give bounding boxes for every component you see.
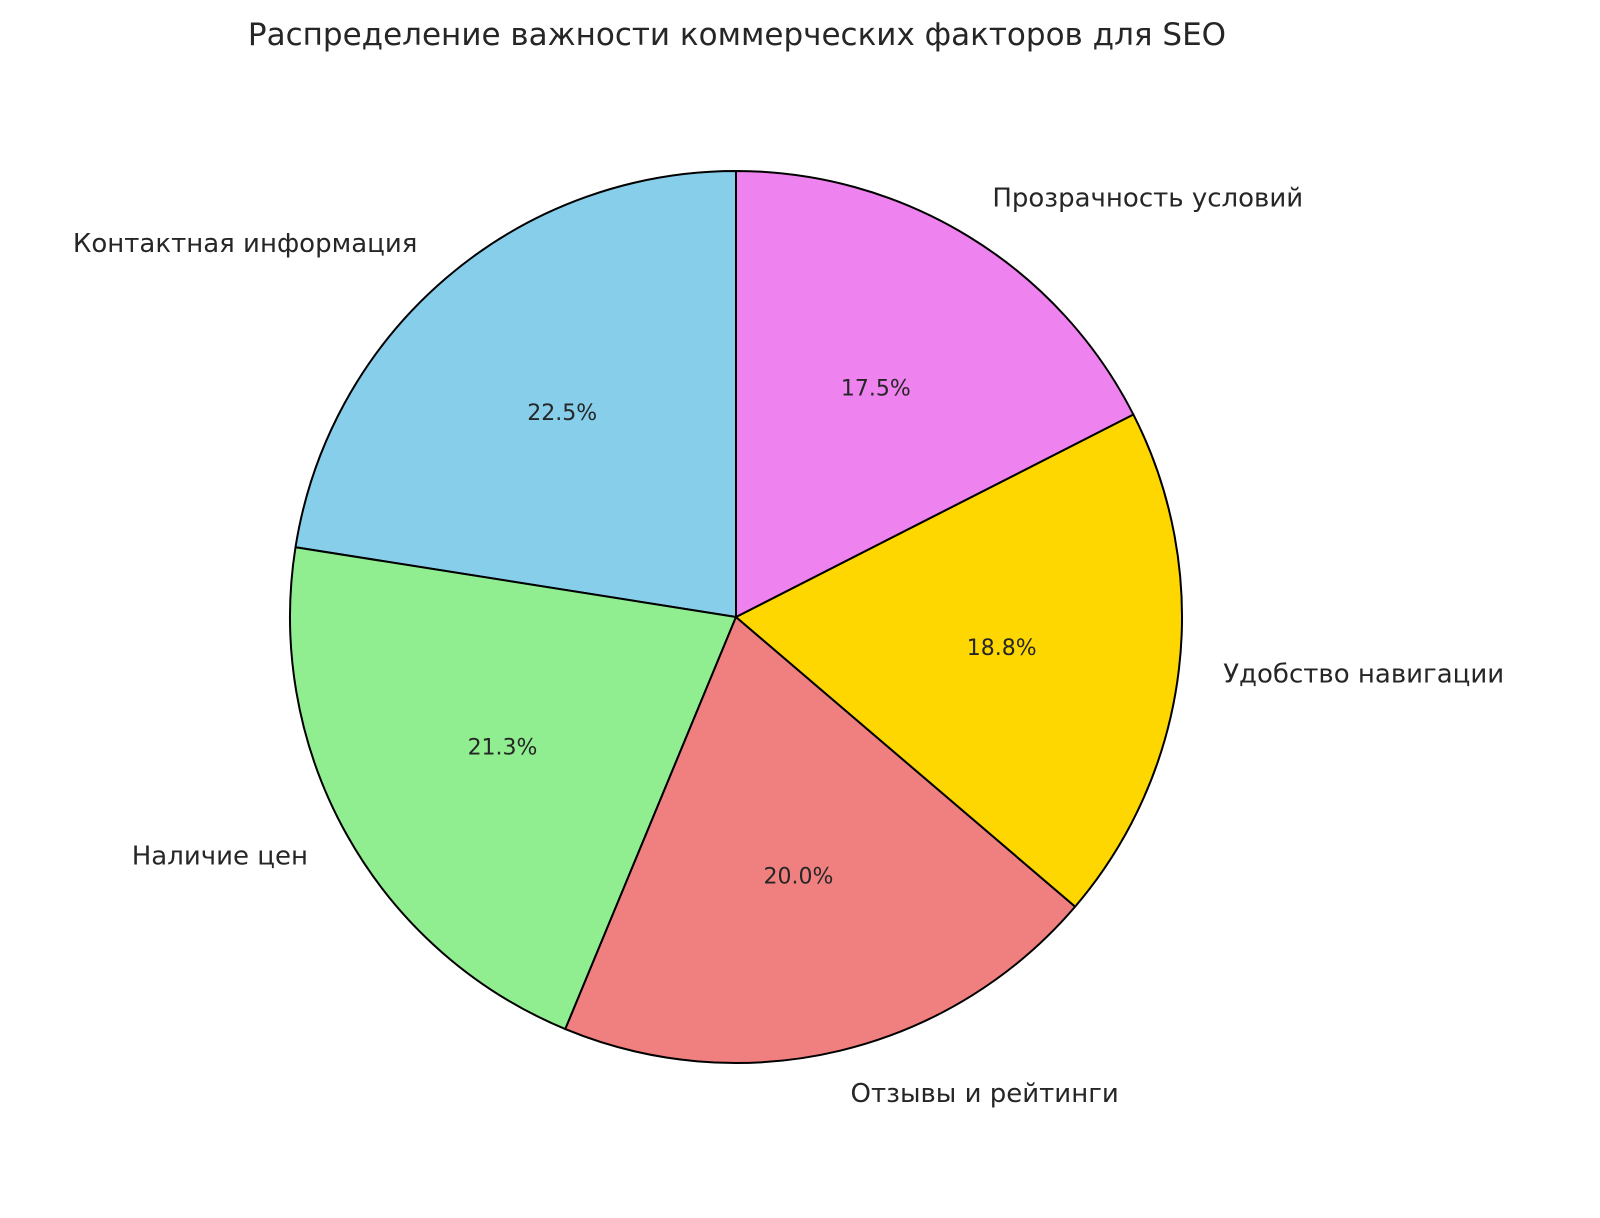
slice-percent-label: 21.3% <box>468 735 538 760</box>
labels-group: Контактная информация 22.5% Наличие цен 21.… <box>73 184 1504 1109</box>
pie-slice <box>735 170 1135 618</box>
slice-label: Удобство навигации <box>1223 660 1504 690</box>
slice-label: Отзывы и рейтинги <box>851 1079 1119 1109</box>
slice-percent-label: 18.8% <box>967 636 1037 661</box>
chart-title: Распределение важности коммерческих факт… <box>248 17 1226 53</box>
slice-percent-label: 22.5% <box>527 401 597 426</box>
slice-label: Прозрачность условий <box>992 184 1303 214</box>
slice-percent-label: 20.0% <box>764 865 834 890</box>
slice-label: Контактная информация <box>73 229 417 259</box>
slices-group <box>289 170 1184 1064</box>
pie-slice <box>294 170 737 618</box>
slice-label: Наличие цен <box>132 842 308 872</box>
pie-slice <box>564 616 1077 1064</box>
pie-slice <box>289 546 737 1031</box>
pie-slice <box>735 413 1184 908</box>
slice-percent-label: 17.5% <box>841 376 911 401</box>
